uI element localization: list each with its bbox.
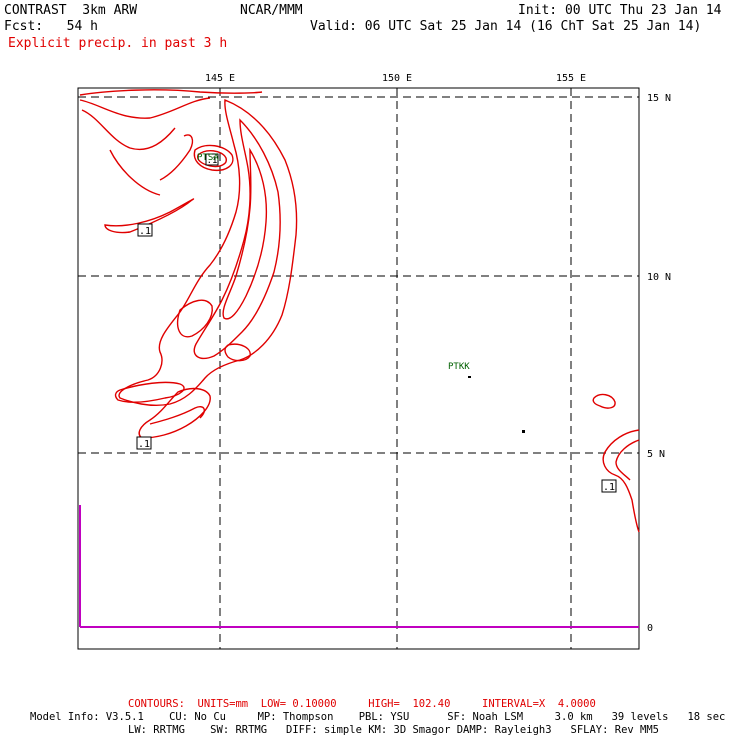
lon-label-150: 150 E [382,73,412,84]
contour-east-small [592,393,616,409]
valid-time: Valid: 06 UTC Sat 25 Jan 14 (16 ChT Sat … [310,19,702,34]
contour-main-band [118,98,298,407]
contour-label: .1 [601,479,617,493]
contour-label: .1 [205,153,219,166]
contour-label: .1 [136,436,152,450]
field-title: Explicit precip. in past 3 h [8,36,228,51]
contour-label-group: .1 .1 .1 .1 [136,153,617,493]
map-frame [77,87,640,650]
svg-text:.1: .1 [139,226,151,237]
axis-labels: 145 E 150 E 155 E 15 N 10 N 5 N 0 [205,73,671,634]
precip-contours [79,89,640,533]
station-ptsa: PTSA [197,153,219,163]
lat-label-10n: 10 N [647,272,671,283]
contour-arc [109,149,161,196]
lat-label-5n: 5 N [647,449,665,460]
svg-text:.1: .1 [603,482,615,493]
model-info-line1: Model Info: V3.5.1 CU: No Cu MP: Thompso… [30,711,726,723]
contour-top-edge [79,89,263,96]
contour-label: .1 [137,223,153,237]
contour-streak [104,198,195,234]
model-info-line2: LW: RRTMG SW: RRTMG DIFF: simple KM: 3D … [128,724,660,736]
contour-lower-streak [138,387,211,439]
island-marks [468,376,525,433]
lon-label-155: 155 E [556,73,586,84]
lat-label-15n: 15 N [647,93,671,104]
forecast-hour: Fcst: 54 h [4,19,98,34]
baseline-line [79,505,639,628]
lon-label-145: 145 E [205,73,235,84]
organization: NCAR/MMM [240,3,303,18]
init-time: Init: 00 UTC Thu 23 Jan 14 [518,3,722,18]
contour-east-edge [602,429,640,533]
grid-lines [78,88,639,649]
contour-info: CONTOURS: UNITS=mm LOW= 0.10000 HIGH= 10… [128,698,596,710]
baseline-label: 0 [647,623,653,634]
svg-text:.1: .1 [138,439,150,450]
svg-text:.1: .1 [207,156,218,166]
station-ptkk: PTKK [448,362,470,372]
model-title: CONTRAST 3km ARW [4,3,138,18]
